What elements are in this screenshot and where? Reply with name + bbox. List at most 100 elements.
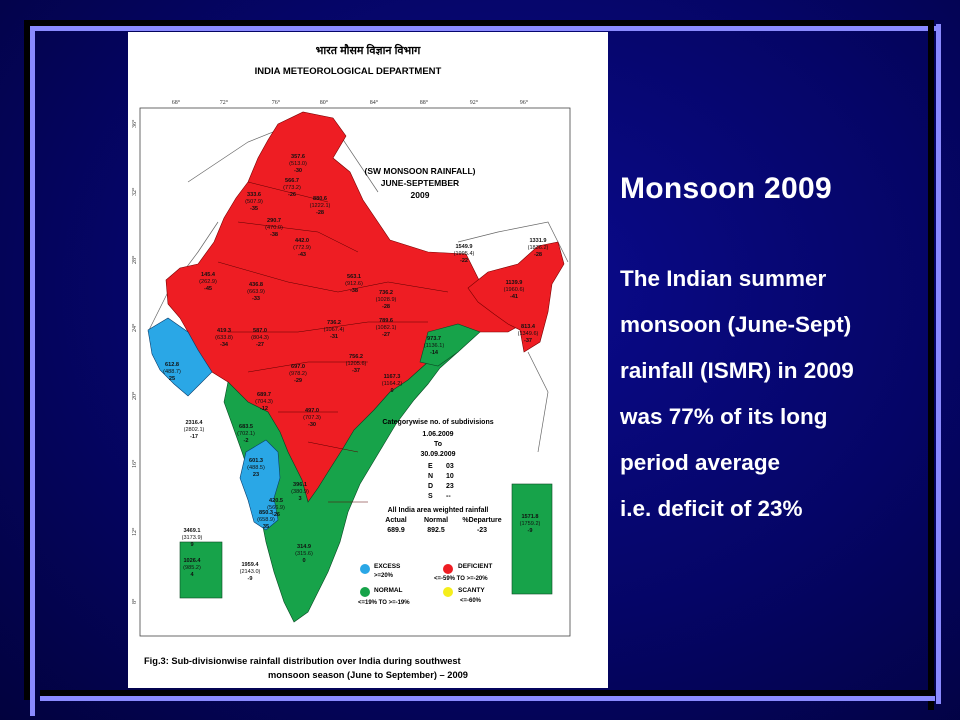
lon-tick: 92° bbox=[470, 99, 479, 106]
subdivision-value-actual: 697.0 bbox=[291, 364, 305, 370]
frame-line-left-black bbox=[24, 20, 30, 700]
subdivision-labels: 357.6(513.0)-30 566.7(773.2)-26 333.6(507.… bbox=[163, 154, 548, 582]
category-row-code: E bbox=[428, 463, 433, 470]
subdivision-value-actual: 736.2 bbox=[327, 320, 341, 326]
map-caption-line2: monsoon season (June to September) – 200… bbox=[268, 670, 468, 680]
lon-tick: 88° bbox=[420, 99, 429, 106]
map-caption-line1: Fig.3: Sub-divisionwise rainfall distrib… bbox=[144, 656, 461, 666]
category-row-count: 23 bbox=[446, 483, 454, 490]
subdivision-value-actual: 612.8 bbox=[165, 362, 179, 368]
subdivision-value-dep: -38 bbox=[350, 288, 358, 294]
subdivision-value-actual: 419.3 bbox=[217, 328, 231, 334]
legend-range: <=19% TO >=-19% bbox=[358, 600, 410, 606]
subdivision-value-normal: (2143.0) bbox=[240, 569, 261, 575]
subdivision-value-actual: 290.7 bbox=[267, 218, 281, 224]
subdivision-value-normal: (985.2) bbox=[183, 565, 201, 571]
subdivision-value-normal: (1960.6) bbox=[504, 287, 525, 293]
lon-tick: 76° bbox=[272, 99, 281, 106]
slide-text-line: rainfall (ISMR) in 2009 bbox=[620, 358, 854, 383]
subdivision-value-dep: -28 bbox=[382, 304, 390, 310]
frame-line-right-black bbox=[928, 20, 934, 710]
weighted-rainfall-title: All India area weighted rainfall bbox=[388, 507, 489, 514]
subdivision-value-actual: 314.9 bbox=[297, 544, 311, 550]
subdivision-value-actual: 436.8 bbox=[249, 282, 263, 288]
subdivision-value-dep: 0 bbox=[302, 558, 305, 564]
subdivision-value-actual: 736.2 bbox=[379, 290, 393, 296]
subdivision-value-normal: (704.3) bbox=[255, 399, 273, 405]
weighted-col-header: Actual bbox=[385, 517, 406, 524]
map-legend: EXCESS >=20% DEFICIENT <=-59% TO >=-20% … bbox=[358, 563, 492, 606]
subdivision-value-dep: -37 bbox=[352, 368, 360, 374]
subdivision-value-actual: 1571.8 bbox=[521, 514, 538, 520]
subdivision-value-actual: 973.7 bbox=[427, 336, 441, 342]
subdivision-value-dep: -28 bbox=[316, 210, 324, 216]
islands-lakshadweep bbox=[179, 541, 223, 599]
subdivision-value-dep: -26 bbox=[288, 192, 296, 198]
category-to: 30.09.2009 bbox=[420, 451, 455, 458]
frame-line-bottom-black bbox=[40, 690, 935, 696]
slide-text-line: i.e. deficit of 23% bbox=[620, 496, 803, 521]
subdivision-value-normal: (912.6) bbox=[345, 281, 363, 287]
subdivision-value-actual: 566.7 bbox=[285, 178, 299, 184]
category-row-code: N bbox=[428, 473, 433, 480]
category-row-code: S bbox=[428, 493, 433, 500]
lat-tick: 32° bbox=[131, 187, 138, 196]
subdivision-value-normal: (773.2) bbox=[283, 185, 301, 191]
map-grid-frame bbox=[139, 107, 571, 637]
subdivision-value-normal: (1222.1) bbox=[310, 203, 331, 209]
subdivision-value-normal: (1067.4) bbox=[324, 327, 345, 333]
subdivision-value-dep: -2 bbox=[244, 438, 249, 444]
subdivision-boundaries bbox=[217, 181, 449, 503]
legend-swatch-scanty bbox=[443, 587, 453, 597]
subdivision-value-normal: (470.0) bbox=[265, 225, 283, 231]
subdivision-value-normal: (507.9) bbox=[245, 199, 263, 205]
subdivision-value-dep: -29 bbox=[294, 378, 302, 384]
legend-label: EXCESS bbox=[374, 563, 401, 570]
subdivision-value-dep: -30 bbox=[294, 168, 302, 174]
region-normal-south bbox=[223, 337, 459, 623]
slide-text-line: The Indian summer bbox=[620, 266, 827, 291]
subdivision-value-normal: (658.9) bbox=[257, 517, 275, 523]
subdivision-value-actual: 333.6 bbox=[247, 192, 261, 198]
legend-label: DEFICIENT bbox=[458, 563, 492, 570]
frame-line-top-blue bbox=[30, 26, 940, 31]
lat-tick: 12° bbox=[131, 527, 138, 536]
subdivision-value-dep: -27 bbox=[382, 332, 390, 338]
subdivision-value-normal: (488.7) bbox=[163, 369, 181, 375]
subdivision-value-normal: (2802.1) bbox=[184, 427, 205, 433]
subdivision-value-dep: -9 bbox=[248, 576, 253, 582]
subdivision-value-normal: (663.9) bbox=[247, 289, 265, 295]
lat-tick: 24° bbox=[131, 323, 138, 332]
subdivision-value-actual: 683.5 bbox=[239, 424, 253, 430]
frame-line-right-blue bbox=[936, 24, 941, 704]
region-excess-karnataka bbox=[239, 439, 281, 531]
subdivision-value-dep: -41 bbox=[510, 294, 518, 300]
subdivision-value-normal: (488.5) bbox=[247, 465, 265, 471]
subdivision-value-dep: -14 bbox=[430, 350, 439, 356]
subdivision-value-actual: 689.7 bbox=[257, 392, 271, 398]
weighted-col-value: -23 bbox=[477, 527, 487, 534]
subdivision-value-normal: (380.9) bbox=[291, 489, 309, 495]
subdivision-value-actual: 396.1 bbox=[293, 482, 307, 488]
subdivision-value-dep: -33 bbox=[252, 296, 260, 302]
subdivision-value-dep: -12 bbox=[260, 406, 268, 412]
lon-tick: 80° bbox=[320, 99, 329, 106]
lon-tick: 84° bbox=[370, 99, 379, 106]
subdivision-value-actual: 813.4 bbox=[521, 324, 536, 330]
subdivision-value-actual: 1959.4 bbox=[241, 562, 259, 568]
subdivision-value-dep: -27 bbox=[256, 342, 264, 348]
subdivision-value-actual: 357.6 bbox=[291, 154, 305, 160]
subdivision-value-dep: -17 bbox=[190, 434, 198, 440]
subdivision-value-normal: (1136.1) bbox=[424, 343, 445, 349]
lat-tick: 20° bbox=[131, 391, 138, 400]
subdivision-value-actual: 850.3 bbox=[259, 510, 273, 516]
subdivision-value-dep: -43 bbox=[298, 252, 306, 258]
legend-label: SCANTY bbox=[458, 587, 485, 594]
subdivision-value-normal: (978.2) bbox=[289, 371, 307, 377]
category-box: Categorywise no. of subdivisions 1.06.20… bbox=[382, 419, 501, 534]
subdivision-value-normal: (513.0) bbox=[289, 161, 307, 167]
latitude-ticks: 36° 32° 28° 24° 20° 16° 12° 8° bbox=[131, 119, 138, 604]
subdivision-value-dep: -38 bbox=[270, 232, 278, 238]
rainfall-map-panel: भारत मौसम विज्ञान विभाग INDIA METEOROLOG… bbox=[128, 32, 608, 688]
legend-swatch-normal bbox=[360, 587, 370, 597]
